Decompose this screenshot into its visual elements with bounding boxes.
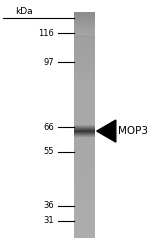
Text: kDa: kDa [15,7,33,15]
Text: 97: 97 [43,58,54,67]
Polygon shape [97,120,116,142]
Text: 55: 55 [44,147,54,156]
Text: 31: 31 [43,216,54,225]
Text: 116: 116 [38,29,54,37]
Text: MOP3: MOP3 [118,126,148,136]
Text: 36: 36 [43,201,54,210]
Text: 66: 66 [43,123,54,132]
